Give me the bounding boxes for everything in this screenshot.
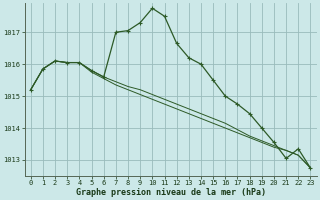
X-axis label: Graphe pression niveau de la mer (hPa): Graphe pression niveau de la mer (hPa)	[76, 188, 266, 197]
